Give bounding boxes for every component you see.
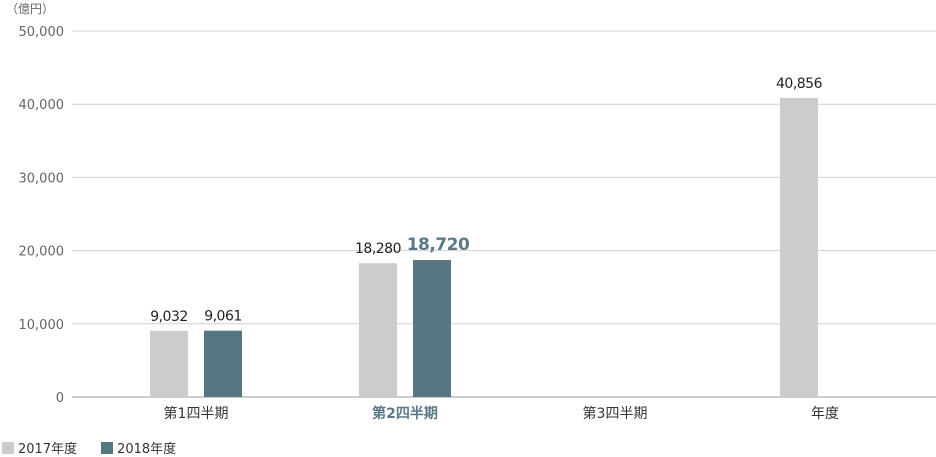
data-label: 9,032 <box>150 309 188 325</box>
y-tick-label: 10,000 <box>19 318 65 333</box>
bar <box>359 263 397 397</box>
bar <box>413 259 451 397</box>
legend-label-2017: 2017年度 <box>18 442 78 457</box>
data-label: 40,856 <box>776 76 823 92</box>
y-tick-label: 40,000 <box>19 98 65 113</box>
bar <box>780 97 818 397</box>
y-tick-label: 0 <box>56 391 64 406</box>
bar <box>150 330 188 397</box>
data-label: 18,720 <box>407 235 470 255</box>
y-tick-label: 20,000 <box>19 245 65 260</box>
legend-swatch-2017 <box>2 441 14 454</box>
y-axis-ticks: 0 10,000 20,000 30,000 40,000 50,000 <box>19 25 65 406</box>
data-label: 9,061 <box>204 309 242 325</box>
legend-swatch-2018 <box>101 441 114 454</box>
x-category-label: 第3四半期 <box>583 405 648 422</box>
bars <box>150 97 818 397</box>
x-category-label: 第1四半期 <box>164 405 229 422</box>
legend-item-2018: 2018年度 <box>101 438 176 457</box>
legend-label-2018: 2018年度 <box>117 442 177 457</box>
x-category-label: 年度 <box>811 406 839 422</box>
legend: 2017年度 2018年度 <box>2 438 200 457</box>
data-labels: 9,032 18,280 40,856 9,061 18,720 <box>150 76 823 325</box>
x-axis-categories: 第1四半期 第2四半期 第3四半期 年度 <box>164 405 839 422</box>
bar <box>204 330 242 397</box>
y-tick-label: 50,000 <box>19 25 65 40</box>
bar-chart: （億円） 0 10,000 20,000 30,000 40,000 50,000 9,0… <box>6 2 936 422</box>
data-label: 18,280 <box>355 241 401 257</box>
y-axis-unit-label: （億円） <box>6 2 54 16</box>
legend-item-2017: 2017年度 <box>2 438 77 457</box>
y-tick-label: 30,000 <box>19 171 65 186</box>
x-category-label: 第2四半期 <box>372 405 438 422</box>
